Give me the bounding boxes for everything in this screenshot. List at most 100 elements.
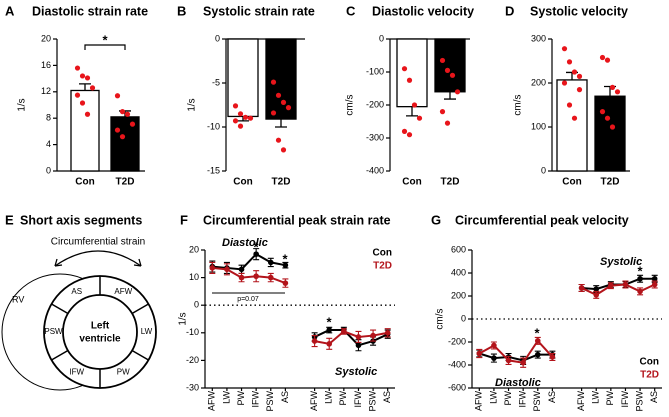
annotation: Systolic bbox=[335, 366, 377, 378]
y-tick-label: 0 bbox=[379, 33, 384, 43]
data-point bbox=[651, 275, 658, 282]
y-tick-label: 100 bbox=[531, 121, 546, 131]
y-tick-label: 0 bbox=[461, 313, 466, 323]
data-point bbox=[232, 103, 239, 109]
y-axis-label: cm/s bbox=[345, 94, 356, 115]
category-label: T2D bbox=[441, 177, 460, 188]
y-axis-label: cm/s bbox=[513, 94, 524, 115]
lv-inner bbox=[62, 294, 138, 370]
segment-label: PSW bbox=[44, 327, 63, 336]
data-point bbox=[614, 89, 621, 95]
data-point bbox=[84, 75, 91, 81]
x-tick-label: LW bbox=[591, 391, 601, 404]
data-point bbox=[401, 66, 408, 72]
data-point bbox=[571, 115, 578, 121]
y-tick-label: 12 bbox=[41, 86, 51, 96]
data-point bbox=[561, 46, 568, 52]
data-point bbox=[270, 79, 277, 85]
data-point bbox=[549, 354, 556, 360]
data-point bbox=[578, 285, 585, 291]
data-point bbox=[282, 262, 289, 268]
annotation: * bbox=[534, 325, 540, 340]
data-point bbox=[439, 57, 446, 64]
curved-arrow bbox=[54, 250, 142, 267]
x-tick-label: AS bbox=[280, 391, 290, 403]
data-point bbox=[275, 92, 282, 98]
y-tick-label: 8 bbox=[46, 113, 51, 123]
y-axis-label: 1/s bbox=[17, 98, 28, 111]
data-point bbox=[224, 266, 230, 273]
data-point bbox=[79, 73, 86, 79]
data-point bbox=[593, 286, 600, 292]
x-tick-label: PSW bbox=[367, 391, 377, 412]
data-point bbox=[406, 77, 413, 83]
legend-entry: Con bbox=[640, 357, 659, 368]
data-point bbox=[599, 54, 606, 61]
data-point bbox=[275, 137, 282, 143]
annotation: Diastolic bbox=[495, 377, 541, 389]
legend-entry: Con bbox=[373, 248, 392, 259]
data-point bbox=[247, 115, 254, 121]
data-point bbox=[416, 115, 423, 121]
data-point bbox=[604, 57, 611, 63]
chart-title: Diastolic strain rate bbox=[32, 4, 148, 18]
data-point bbox=[370, 332, 376, 339]
panel-letter: G bbox=[431, 212, 441, 227]
x-tick-label: PSW bbox=[634, 391, 644, 412]
significance-star: * bbox=[102, 32, 108, 47]
significance-bracket bbox=[84, 44, 126, 50]
y-tick-label: 16 bbox=[41, 60, 51, 70]
y-tick-label: -15 bbox=[207, 165, 220, 175]
divider bbox=[131, 349, 149, 361]
data-point bbox=[114, 93, 121, 99]
data-point bbox=[119, 134, 126, 140]
data-point bbox=[84, 111, 91, 117]
data-point bbox=[326, 341, 333, 347]
data-point bbox=[355, 334, 362, 340]
data-point bbox=[622, 281, 629, 288]
data-point bbox=[74, 92, 81, 98]
data-point bbox=[637, 275, 643, 282]
data-point bbox=[326, 327, 333, 333]
x-tick-label: PW bbox=[503, 390, 513, 405]
lv-label: Left bbox=[91, 321, 110, 332]
x-tick-label: AFW bbox=[309, 390, 319, 411]
data-point bbox=[566, 59, 573, 65]
data-point bbox=[576, 87, 583, 93]
y-tick-label: -100 bbox=[366, 66, 384, 76]
y-tick-label: -400 bbox=[448, 359, 466, 369]
data-point bbox=[571, 69, 578, 75]
x-tick-label: PSW bbox=[265, 391, 275, 412]
data-point bbox=[444, 67, 451, 73]
x-tick-label: AS bbox=[382, 391, 392, 403]
y-tick-label: -600 bbox=[448, 382, 466, 392]
data-point bbox=[280, 99, 287, 105]
chart-title: Systolic strain rate bbox=[203, 4, 315, 18]
arrow-heads bbox=[54, 258, 142, 267]
category-label: Con bbox=[562, 177, 581, 188]
data-point bbox=[454, 89, 461, 95]
data-point bbox=[609, 124, 616, 130]
data-point bbox=[599, 109, 606, 115]
x-tick-label: LW bbox=[488, 391, 498, 404]
data-point bbox=[355, 342, 362, 349]
data-point bbox=[253, 273, 259, 280]
data-point bbox=[534, 351, 541, 358]
panel-letter: B bbox=[177, 3, 186, 18]
annotation: * bbox=[637, 263, 643, 278]
annotation: p=0.07 bbox=[237, 296, 259, 303]
panel-letter: A bbox=[5, 3, 15, 18]
x-tick-label: PSW bbox=[532, 391, 542, 412]
data-point bbox=[609, 84, 616, 90]
data-point bbox=[491, 342, 497, 349]
y-axis-label: cm/s bbox=[435, 308, 446, 329]
chart-title: Circumferential peak strain rate bbox=[203, 213, 391, 227]
series-line bbox=[212, 266, 388, 345]
y-tick-label: 200 bbox=[451, 290, 466, 300]
data-point bbox=[401, 128, 408, 134]
data-point bbox=[449, 72, 456, 78]
bar bbox=[556, 79, 588, 172]
y-tick-label: -20 bbox=[186, 355, 199, 365]
category-label: T2D bbox=[116, 177, 135, 188]
